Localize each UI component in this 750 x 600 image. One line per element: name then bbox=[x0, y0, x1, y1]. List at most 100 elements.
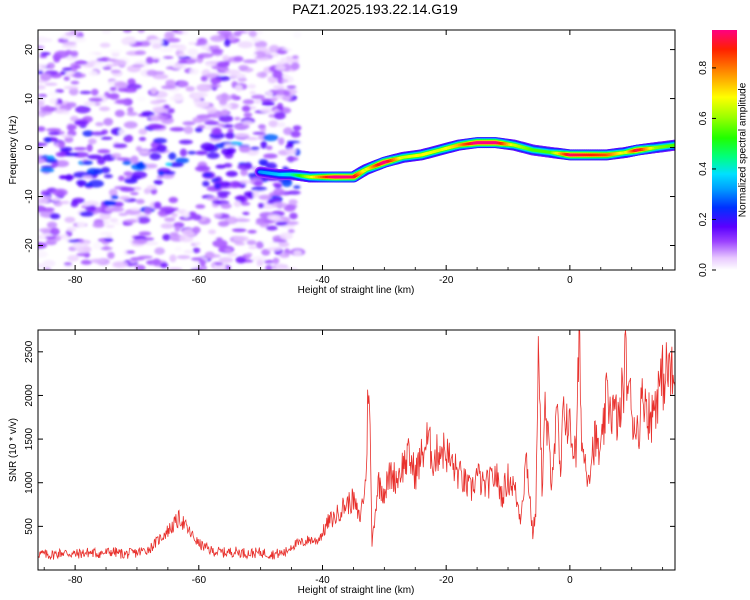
spectrogram-noise-blob bbox=[49, 213, 61, 220]
spectrogram-noise-blob bbox=[281, 179, 293, 187]
spectrogram-noise-blob bbox=[122, 160, 132, 166]
spectrogram-noise-blob bbox=[275, 221, 288, 226]
spectrogram-noise-blob bbox=[255, 221, 266, 225]
spectrogram-noise-blob bbox=[168, 196, 179, 204]
spectrogram-noise-blob bbox=[97, 149, 111, 154]
spectrogram-noise-blob bbox=[72, 242, 82, 249]
spectrogram-noise-blob bbox=[40, 167, 55, 173]
spectrogram-noise-blob bbox=[162, 170, 176, 175]
spectrogram-noise-blob bbox=[126, 250, 135, 254]
spectrogram-x-axis: -80 -60 -40 -20 0 bbox=[43, 30, 664, 286]
spectrogram-noise-blob bbox=[153, 201, 162, 209]
spectrogram-noise-blob bbox=[270, 97, 278, 102]
spectrogram-noise-blob bbox=[210, 49, 224, 53]
spectrogram-noise-blob bbox=[283, 127, 294, 136]
spectrogram-noise-blob bbox=[111, 152, 122, 159]
spectrogram-noise-blob bbox=[105, 224, 115, 228]
spectrogram-noise-blob bbox=[76, 221, 86, 228]
spectrogram-noise-blob bbox=[109, 86, 117, 92]
spectrogram-noise-blob bbox=[136, 199, 145, 205]
spectrogram-noise-blob bbox=[38, 36, 49, 43]
spectrogram-noise-blob bbox=[119, 196, 131, 201]
y-tick-label: 10 bbox=[24, 93, 35, 105]
spectrogram-noise-blob bbox=[187, 48, 199, 56]
spectrogram-noise-blob bbox=[169, 162, 184, 168]
spectrogram-noise-blob bbox=[248, 30, 258, 38]
spectrogram-noise-blob bbox=[293, 185, 301, 189]
spectrogram-noise-blob bbox=[38, 100, 45, 108]
spectrogram-noise-blob bbox=[137, 216, 151, 224]
spectrogram-noise-blob bbox=[76, 179, 87, 186]
spectrogram-noise-blob bbox=[182, 121, 196, 126]
spectrogram-noise-blob bbox=[260, 140, 268, 149]
spectrogram-noise-blob bbox=[123, 171, 133, 177]
x-tick-label: -80 bbox=[68, 275, 83, 286]
spectrogram-noise-blob bbox=[44, 82, 58, 86]
spectrogram-noise-blob bbox=[102, 221, 110, 225]
spectrogram-y-axis: -20 -10 0 10 20 bbox=[24, 44, 675, 253]
spectrogram-noise-blob bbox=[289, 212, 298, 220]
spectrogram-noise-blob bbox=[115, 99, 130, 105]
spectrogram-noise-blob bbox=[272, 201, 288, 208]
spectrogram-noise-blob bbox=[290, 130, 301, 138]
spectrogram-noise-blob bbox=[286, 85, 297, 89]
spectrogram-noise-blob bbox=[259, 127, 267, 132]
spectrogram-noise-blob bbox=[179, 215, 194, 221]
spectrogram-noise-blob bbox=[137, 255, 153, 259]
spectrogram-noise-blob bbox=[164, 31, 175, 39]
y-tick-label: -10 bbox=[24, 189, 35, 204]
spectrogram-noise-blob bbox=[233, 223, 248, 228]
spectrogram-noise-blob bbox=[258, 158, 269, 166]
snr-series-line bbox=[38, 330, 675, 560]
spectrogram-noise-blob bbox=[130, 207, 141, 211]
spectrogram-noise-blob bbox=[210, 77, 222, 85]
spectrogram-noise-blob bbox=[283, 90, 291, 97]
spectrogram-noise-blob bbox=[228, 181, 242, 189]
spectrogram-noise-blob bbox=[97, 157, 106, 165]
spectrogram-noise-blob bbox=[221, 148, 234, 156]
spectrogram-noise-blob bbox=[44, 137, 52, 143]
y-tick-label: 1000 bbox=[24, 471, 35, 494]
spectrogram-noise-blob bbox=[238, 145, 251, 153]
spectrogram-noise-blob bbox=[287, 190, 301, 195]
spectrogram-noise-blob bbox=[62, 41, 77, 46]
spectrogram-noise-blob bbox=[150, 86, 158, 95]
spectrogram-noise-blob bbox=[48, 90, 59, 97]
spectrogram-noise-blob bbox=[285, 148, 297, 155]
spectrogram-noise-blob bbox=[185, 86, 195, 92]
spectrogram-noise-blob bbox=[188, 211, 197, 217]
spectrogram-noise-blob bbox=[83, 241, 90, 246]
spectrogram-noise-blob bbox=[104, 237, 114, 242]
spectrogram-noise-blob bbox=[70, 80, 80, 85]
spectrogram-noise-blob bbox=[75, 105, 91, 114]
spectrogram-noise-blob bbox=[82, 130, 94, 137]
spectrogram-noise-blob bbox=[152, 59, 160, 63]
spectrogram-noise-blob bbox=[237, 41, 254, 49]
spectrogram-noise-blob bbox=[218, 257, 234, 264]
spectrogram-noise-blob bbox=[150, 100, 162, 105]
spectrogram-noise-blob bbox=[272, 53, 279, 57]
spectrogram-noise-blob bbox=[171, 30, 179, 33]
spectrogram-noise-blob bbox=[272, 182, 282, 187]
spectrogram-noise-blob bbox=[137, 96, 146, 102]
spectrogram-noise-blob bbox=[234, 242, 246, 246]
spectrogram-noise-blob bbox=[76, 252, 90, 257]
spectrogram-noise-blob bbox=[266, 247, 282, 252]
spectrogram-noise-blob bbox=[67, 254, 79, 262]
spectrogram-noise-blob bbox=[279, 252, 290, 259]
spectrogram-noise-blob bbox=[286, 140, 301, 144]
spectrogram-noise-blob bbox=[52, 197, 60, 202]
spectrogram-noise-blob bbox=[178, 52, 186, 57]
spectrogram-noise-blob bbox=[59, 71, 67, 76]
spectrogram-noise-blob bbox=[251, 94, 265, 100]
spectrogram-noise-blob bbox=[220, 203, 232, 209]
spectrogram-noise-blob bbox=[206, 254, 221, 258]
spectrogram-noise-blob bbox=[111, 51, 120, 58]
spectrogram-noise-blob bbox=[216, 190, 231, 196]
spectrogram-noise-blob bbox=[272, 257, 280, 265]
spectrogram-noise-blob bbox=[39, 106, 52, 111]
spectrogram-noise-blob bbox=[206, 106, 217, 114]
spectrogram-noise-blob bbox=[179, 148, 188, 157]
spectrogram-noise-blob bbox=[46, 221, 58, 229]
spectrogram-noise-blob bbox=[234, 116, 241, 121]
